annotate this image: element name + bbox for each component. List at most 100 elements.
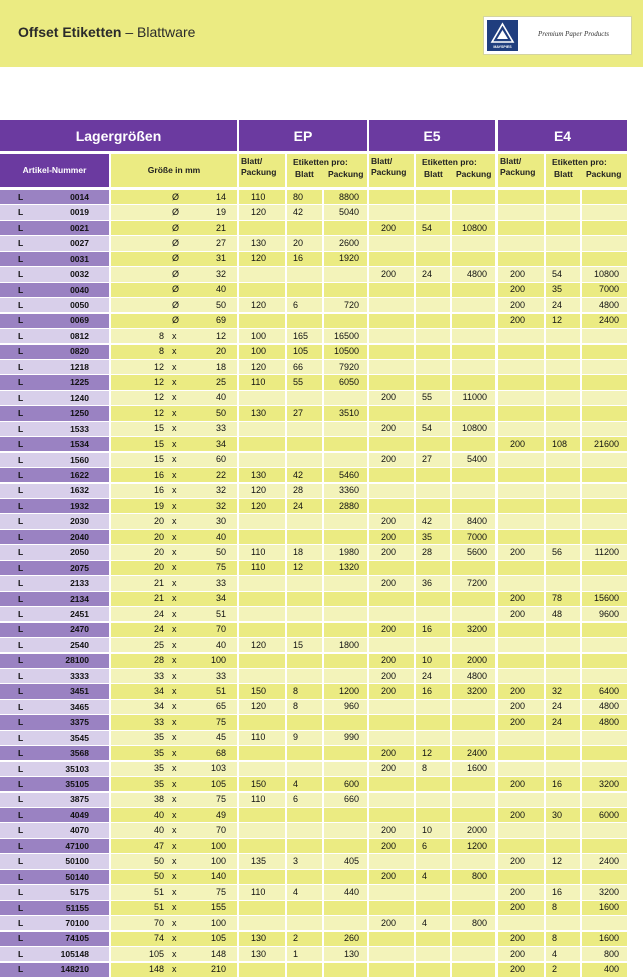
- e4-blatt-cell: 30: [546, 808, 580, 823]
- ep-blatt-cell: 16: [287, 251, 322, 267]
- e4-blatt-packung-cell: [498, 792, 544, 807]
- size-times: x: [172, 531, 177, 542]
- e5-blatt-packung-cell: [369, 437, 414, 452]
- artikel-prefix: L: [18, 238, 24, 249]
- col-header-label: Blatt/ Packung: [241, 156, 277, 177]
- e5-blatt-cell: [416, 344, 450, 359]
- artikel-number: 2040: [70, 531, 89, 542]
- e4-blatt-cell: 78: [546, 591, 580, 606]
- value-text: 165: [293, 330, 309, 341]
- size-value: 40: [215, 284, 226, 295]
- value-text: 6400: [598, 686, 619, 697]
- value-text: 16: [552, 778, 563, 789]
- groesse-cell: 8 x 20: [111, 344, 237, 359]
- e5-blatt-packung-cell: [369, 591, 414, 606]
- e5-blatt-cell: 28: [416, 545, 450, 560]
- ep-blatt-packung-cell: [239, 746, 285, 761]
- value-text: 1: [293, 948, 299, 959]
- ep-blatt-packung-cell: [239, 900, 285, 915]
- size-times: x: [172, 655, 177, 666]
- groesse-cell: 38 x 75: [111, 792, 237, 807]
- e5-blatt-packung-cell: [369, 236, 414, 251]
- ep-blatt-cell: [287, 900, 322, 915]
- ep-blatt-cell: [287, 761, 322, 776]
- ep-blatt-cell: 2: [287, 931, 322, 946]
- groesse-cell: 33 x 33: [111, 668, 237, 684]
- size-value: 27: [215, 237, 226, 248]
- e5-blatt-packung-cell: [369, 715, 414, 730]
- value-text: 120: [251, 207, 267, 218]
- size-value: 31: [215, 253, 226, 264]
- value-text: 200: [381, 871, 397, 882]
- e4-packung-cell: 4800: [582, 715, 627, 730]
- ep-blatt-cell: 3: [287, 854, 322, 869]
- artikel-prefix: L: [18, 377, 24, 388]
- value-text: 200: [510, 608, 526, 619]
- ep-blatt-cell: [287, 838, 322, 854]
- e5-blatt-cell: [416, 298, 450, 313]
- e5-blatt-packung-cell: [369, 947, 414, 962]
- ep-blatt-cell: 20: [287, 236, 322, 251]
- artikel-number: 35105: [65, 778, 89, 789]
- size-width: 8: [158, 330, 164, 341]
- e5-blatt-packung-cell: 200: [369, 916, 414, 931]
- e5-packung-cell: 5400: [452, 452, 495, 467]
- e4-blatt-packung-cell: 200: [498, 854, 544, 869]
- ep-blatt-packung-cell: 150: [239, 684, 285, 699]
- value-text: 660: [343, 794, 359, 805]
- value-text: 200: [510, 902, 526, 913]
- e4-blatt-cell: [546, 483, 580, 498]
- artikel-prefix: L: [18, 469, 24, 480]
- size-times: x: [172, 948, 177, 959]
- size-height: 22: [215, 469, 226, 480]
- e5-blatt-packung-cell: 200: [369, 684, 414, 699]
- artikel-number: 3465: [70, 701, 89, 712]
- e4-blatt-cell: 12: [546, 313, 580, 328]
- ep-packung-cell: [324, 962, 367, 977]
- value-text: 42: [293, 469, 304, 480]
- size-height: 75: [215, 562, 226, 573]
- artikel-cell: L 4070: [0, 823, 109, 838]
- value-text: 6: [422, 840, 428, 851]
- ep-blatt-packung-cell: 110: [239, 792, 285, 807]
- groesse-cell: 40 x 70: [111, 823, 237, 838]
- artikel-prefix: L: [18, 423, 24, 434]
- ep-blatt-cell: 42: [287, 205, 322, 220]
- groesse-cell: 148 x 210: [111, 962, 237, 977]
- col-header-sub-blatt: Blatt: [424, 169, 443, 179]
- size-width: 25: [153, 639, 164, 650]
- groesse-cell: Ø 27: [111, 236, 237, 251]
- e5-blatt-cell: [416, 962, 450, 977]
- e4-packung-cell: [582, 205, 627, 220]
- value-text: 135: [251, 855, 267, 866]
- stock-sizes-table: Lagergrößen EP E5 E4 Artikel-Nummer Größe in …: [0, 120, 643, 977]
- value-text: 200: [510, 948, 526, 959]
- value-text: 200: [510, 593, 526, 604]
- groesse-cell: 24 x 51: [111, 607, 237, 622]
- artikel-number: 0050: [70, 300, 89, 311]
- e4-packung-cell: [582, 220, 627, 236]
- artikel-prefix: L: [18, 887, 24, 898]
- artikel-number: 3375: [70, 717, 89, 728]
- logo-emblem-icon: MAYSPIES: [490, 22, 515, 49]
- artikel-number: 28100: [65, 655, 89, 666]
- value-text: 3200: [466, 624, 487, 635]
- size-value: 50: [215, 299, 226, 310]
- size-height: 33: [215, 670, 226, 681]
- col-header-e5-etiketten: Etiketten pro: Blatt Packung: [416, 154, 495, 187]
- e4-packung-cell: [582, 236, 627, 251]
- e4-blatt-packung-cell: 200: [498, 607, 544, 622]
- artikel-prefix: L: [18, 748, 24, 759]
- e5-blatt-packung-cell: [369, 638, 414, 653]
- e4-blatt-packung-cell: [498, 869, 544, 885]
- artikel-cell: L 1560: [0, 452, 109, 467]
- size-width: 33: [153, 716, 164, 727]
- value-text: 12: [552, 855, 563, 866]
- size-height: 49: [215, 809, 226, 820]
- artikel-cell: L 47100: [0, 838, 109, 854]
- value-text: 6050: [338, 377, 359, 388]
- e4-blatt-packung-cell: [498, 251, 544, 267]
- value-text: 200: [381, 392, 397, 403]
- e5-packung-cell: 1200: [452, 838, 495, 854]
- title-main: Offset Etiketten: [18, 24, 122, 40]
